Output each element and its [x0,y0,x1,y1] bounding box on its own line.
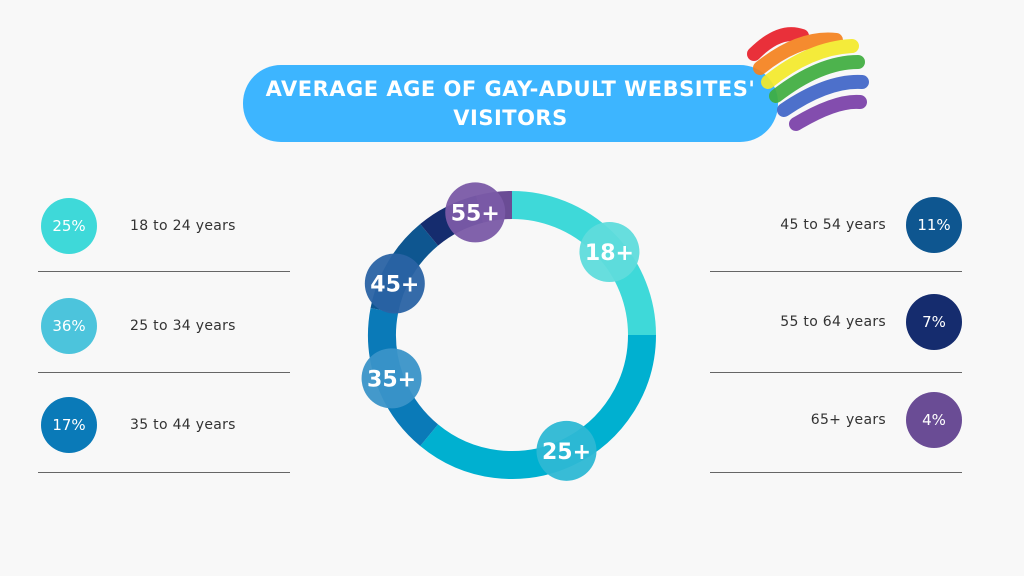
legend-item-35-44: 17% 35 to 44 years [38,395,290,455]
value-badge: 17% [41,397,97,453]
legend-label: 45 to 54 years [780,217,886,233]
value-text: 11% [917,216,951,234]
legend-label: 18 to 24 years [130,218,236,234]
value-text: 25% [52,217,86,235]
value-text: 36% [52,317,86,335]
legend-item-18-24: 25% 18 to 24 years [38,196,290,256]
value-text: 7% [922,313,946,331]
value-text: 4% [922,411,946,429]
ring-label-1: 25+ [536,420,597,481]
divider [38,271,290,272]
ring-label-4: 55+ [445,182,506,243]
ring-label-text: 25+ [542,440,591,465]
divider [710,372,962,373]
value-badge: 36% [41,298,97,354]
value-badge: 4% [906,392,962,448]
ring-label-3: 45+ [364,253,425,314]
ring-label-bubble [445,182,506,243]
ring-label-bubble [579,222,640,283]
legend-item-45-54: 45 to 54 years 11% [710,195,962,255]
rainbow-heart-icon [747,27,869,131]
ring-label-text: 35+ [367,367,416,392]
divider [38,472,290,473]
ring-label-bubble [536,420,597,481]
divider [38,372,290,373]
ring-label-0: 18+ [579,222,640,283]
ring-label-2: 35+ [361,348,422,409]
chart-title: AVERAGE AGE OF GAY-ADULT WEBSITES' VISIT… [265,76,756,130]
legend-item-55-64: 55 to 64 years 7% [710,292,962,352]
divider [710,472,962,473]
legend-label: 25 to 34 years [130,318,236,334]
legend-item-65-plus: 65+ years 4% [710,390,962,450]
value-badge: 11% [906,197,962,253]
value-badge: 7% [906,294,962,350]
value-text: 17% [52,416,86,434]
donut-chart: 18+ 25+ 35+ 45+ 55+ [361,182,656,481]
legend-label: 55 to 64 years [780,314,886,330]
divider [710,271,962,272]
value-badge: 25% [41,198,97,254]
legend-label: 35 to 44 years [130,417,236,433]
title-banner: AVERAGE AGE OF GAY-ADULT WEBSITES' VISIT… [243,65,778,142]
donut-segment-1 [420,334,656,479]
ring-label-text: 45+ [370,273,419,298]
ring-label-bubble [361,348,422,409]
ring-label-text: 55+ [451,201,500,226]
legend-item-25-34: 36% 25 to 34 years [38,296,290,356]
ring-label-bubble [364,253,425,314]
ring-label-text: 18+ [585,241,634,266]
legend-label: 65+ years [810,412,886,428]
